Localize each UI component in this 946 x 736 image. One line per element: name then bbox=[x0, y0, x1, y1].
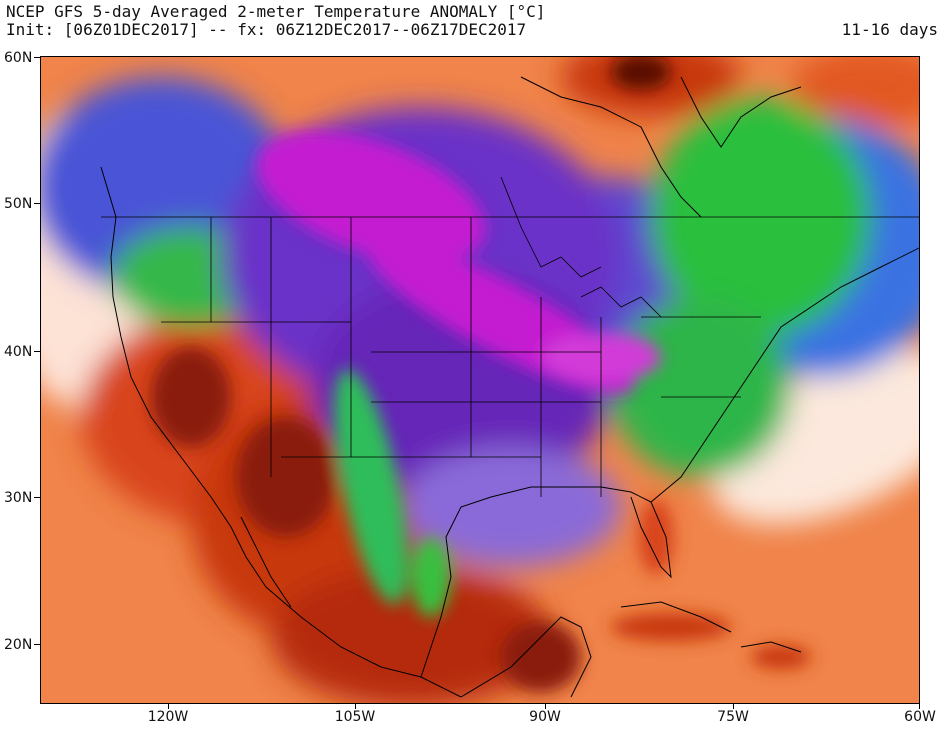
lat-label-20n: 20N bbox=[4, 637, 33, 653]
lon-tick bbox=[168, 704, 169, 709]
lat-tick bbox=[34, 497, 40, 498]
lon-label-120w: 120W bbox=[147, 709, 189, 725]
lat-tick bbox=[34, 351, 40, 352]
lon-tick bbox=[733, 704, 734, 709]
lat-label-40n: 40N bbox=[4, 344, 33, 360]
forecast-range: 11-16 days bbox=[841, 20, 938, 39]
lat-label-50n: 50N bbox=[4, 196, 33, 212]
map-title: NCEP GFS 5-day Averaged 2-meter Temperat… bbox=[6, 2, 546, 21]
map-init-line: Init: [06Z01DEC2017] -- fx: 06Z12DEC2017… bbox=[6, 20, 527, 39]
lon-label-105w: 105W bbox=[334, 709, 376, 725]
lat-tick bbox=[34, 203, 40, 204]
lon-label-75w: 75W bbox=[717, 709, 749, 725]
lat-label-30n: 30N bbox=[4, 490, 33, 506]
lat-tick bbox=[34, 57, 40, 58]
state-borders bbox=[101, 176, 919, 497]
lon-label-60w: 60W bbox=[904, 709, 936, 725]
lon-label-90w: 90W bbox=[529, 709, 561, 725]
map-anomaly-field bbox=[41, 57, 919, 703]
lon-tick bbox=[355, 704, 356, 709]
coastline-outline bbox=[100, 76, 919, 698]
lat-label-60n: 60N bbox=[4, 50, 33, 66]
lat-tick bbox=[34, 644, 40, 645]
map-frame bbox=[40, 56, 920, 704]
lon-tick bbox=[919, 704, 920, 709]
lon-tick bbox=[545, 704, 546, 709]
